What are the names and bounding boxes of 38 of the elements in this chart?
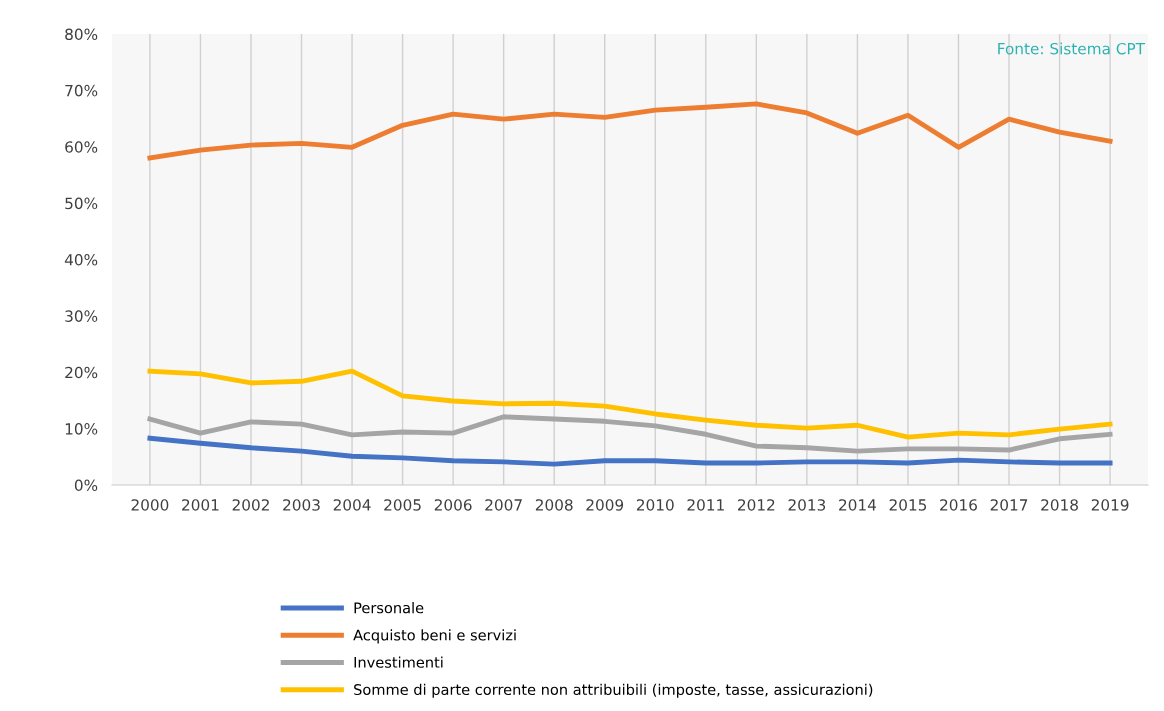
y-tick-label: 30% [65, 310, 98, 322]
y-tick-label: 50% [65, 197, 98, 210]
x-tick-label: 2017 [990, 499, 1028, 511]
x-tick-label: 2013 [788, 499, 826, 511]
legend-label: Acquisto beni e servizi [353, 629, 516, 644]
x-tick-label: 2008 [535, 499, 573, 511]
line-series [147, 101, 1113, 161]
x-tick-label: 2000 [131, 499, 169, 511]
annotation: Fonte: Sistema CPT [998, 42, 1146, 55]
x-tick-label: 2004 [333, 499, 371, 511]
x-tick-label: 2009 [586, 499, 624, 511]
x-tick-label: 2003 [283, 499, 320, 511]
y-tick-label: 20% [65, 366, 98, 379]
x-tick-label: 2019 [1091, 499, 1129, 511]
x-tick-label: 2011 [687, 499, 724, 511]
line-series [147, 368, 1113, 440]
x-tick-label: 2015 [889, 499, 927, 511]
legend-label: Investimenti [354, 656, 443, 668]
line-series [147, 435, 1113, 467]
y-tick-label: 0% [74, 479, 98, 492]
x-tick-label: 2018 [1041, 499, 1078, 511]
legend-label: Personale [354, 602, 424, 614]
y-tick-label: 70% [65, 84, 98, 97]
y-tick-label: 40% [64, 253, 98, 266]
x-tick-label: 2010 [636, 499, 674, 511]
x-tick-label: 2005 [384, 499, 421, 511]
y-tick-label: 60% [65, 141, 98, 153]
x-tick-label: 2002 [232, 499, 269, 511]
x-tick-label: 2014 [839, 499, 876, 511]
legend-label: Somme di parte corrente non attribuibili (imposte, tasse, assicurazioni) [354, 683, 873, 698]
line-series [147, 414, 1113, 454]
x-tick-label: 2016 [940, 499, 977, 511]
x-tick-label: 2012 [738, 499, 775, 511]
y-tick-label: 10% [65, 423, 98, 435]
x-tick-label: 2007 [485, 499, 522, 511]
x-tick-label: 2006 [434, 499, 472, 511]
x-tick-label: 2001 [182, 499, 219, 511]
y-tick-label: 80% [65, 28, 98, 41]
